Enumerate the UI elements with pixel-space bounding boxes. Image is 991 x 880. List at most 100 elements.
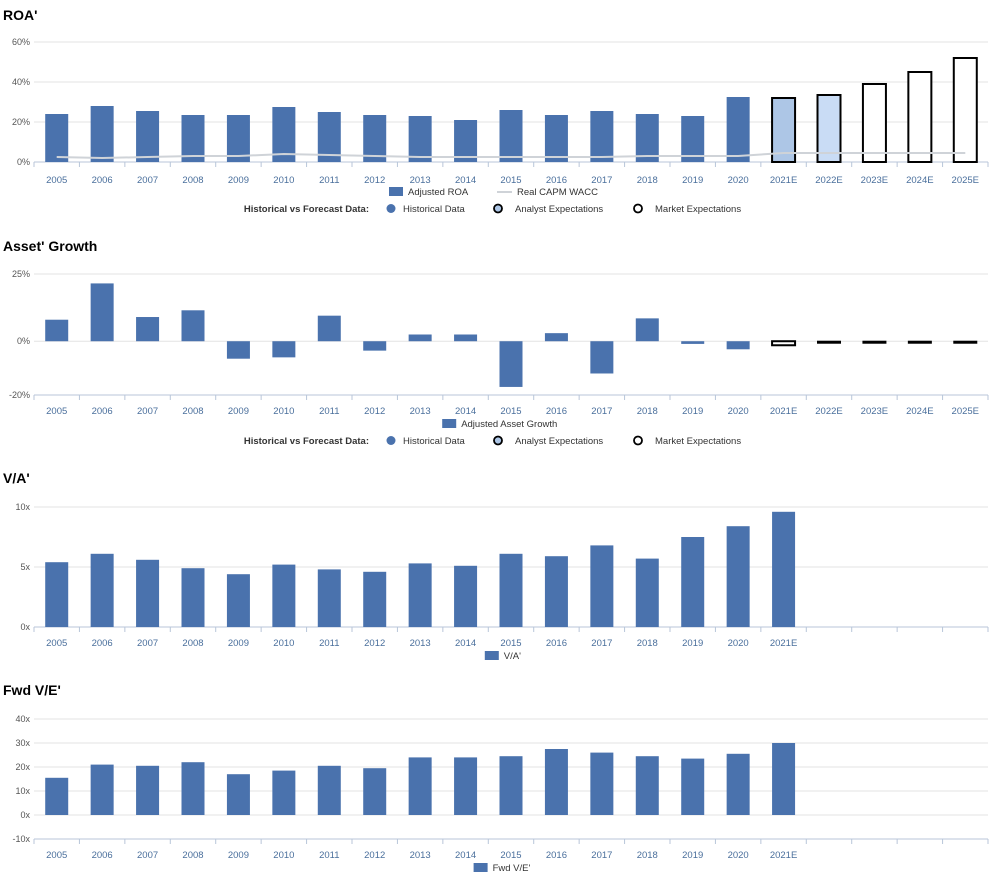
bar	[363, 115, 387, 162]
x-tick-label: 2006	[92, 175, 113, 186]
wacc-line	[56, 152, 966, 160]
chart-title: Fwd V/E'	[3, 682, 61, 698]
y-tick-label: -10x	[12, 834, 30, 844]
x-tick-label: 2024E	[906, 406, 933, 417]
legend-label: Market Expectations	[655, 204, 741, 215]
bar	[681, 758, 705, 815]
bar	[408, 757, 432, 815]
bar	[771, 97, 797, 163]
bar	[907, 340, 932, 344]
x-tick-label: 2018	[637, 638, 658, 649]
y-tick-label: 30x	[15, 738, 30, 748]
y-tick-label: 40%	[12, 77, 30, 87]
bar	[136, 559, 160, 627]
x-tick-label: 2023E	[861, 175, 888, 186]
x-tick-label: 2013	[410, 406, 431, 417]
x-tick-label: 2010	[273, 406, 294, 417]
bar	[136, 317, 160, 342]
bar	[408, 563, 432, 627]
x-tick-label: 2016	[546, 638, 567, 649]
bar	[181, 310, 205, 342]
bar	[90, 283, 114, 342]
y-tick-label: 10x	[15, 786, 30, 796]
chart-title: Asset' Growth	[3, 238, 97, 254]
bar	[454, 120, 478, 162]
bar	[907, 71, 933, 163]
x-tick-label: 2016	[546, 175, 567, 186]
x-tick-label: 2012	[364, 406, 385, 417]
legend-label: Market Expectations	[655, 436, 741, 447]
y-tick-label: 10x	[15, 502, 30, 512]
bar	[181, 762, 205, 815]
legend-heading: Historical vs Forecast Data:	[244, 436, 369, 447]
x-tick-label: 2020	[728, 850, 749, 861]
x-tick-label: 2007	[137, 175, 158, 186]
x-tick-label: 2014	[455, 175, 476, 186]
x-tick-label: 2018	[637, 175, 658, 186]
bar	[45, 777, 69, 815]
x-tick-label: 2013	[410, 850, 431, 861]
x-tick-label: 2017	[591, 175, 612, 186]
x-tick-label: 2009	[228, 175, 249, 186]
bar	[499, 756, 523, 815]
legend-label: Analyst Expectations	[515, 204, 603, 215]
x-tick-label: 2025E	[952, 175, 979, 186]
legend-label: Historical Data	[403, 436, 465, 447]
y-tick-label: 0x	[20, 622, 30, 632]
bar	[590, 545, 614, 627]
y-tick-label: -20%	[9, 390, 30, 400]
x-tick-label: 2019	[682, 638, 703, 649]
x-tick-label: 2010	[273, 850, 294, 861]
bar	[317, 315, 341, 342]
bar	[544, 749, 568, 815]
x-tick-label: 2015	[500, 175, 521, 186]
x-tick-label: 2015	[500, 406, 521, 417]
bar	[771, 340, 797, 347]
bar	[136, 111, 160, 162]
x-tick-label: 2022E	[815, 175, 842, 186]
x-tick-label: 2013	[410, 175, 431, 186]
x-tick-label: 2021E	[770, 406, 797, 417]
x-tick-label: 2020	[728, 175, 749, 186]
x-tick-label: 2016	[546, 850, 567, 861]
bar	[772, 743, 796, 815]
y-tick-label: 0x	[20, 810, 30, 820]
bar	[454, 334, 478, 342]
legend-label: Adjusted Asset Growth	[461, 419, 557, 430]
x-tick-label: 2021E	[770, 638, 797, 649]
x-tick-label: 2007	[137, 638, 158, 649]
x-tick-label: 2011	[319, 850, 339, 861]
bar	[181, 115, 205, 162]
bar	[363, 341, 387, 351]
bar	[454, 565, 478, 627]
y-tick-label: 20%	[12, 117, 30, 127]
x-tick-label: 2006	[92, 850, 113, 861]
x-tick-label: 2014	[455, 850, 476, 861]
x-tick-label: 2017	[591, 638, 612, 649]
x-tick-label: 2021E	[770, 175, 797, 186]
legend-label: Fwd V/E'	[493, 863, 531, 874]
bar	[816, 94, 842, 163]
bar	[681, 116, 705, 162]
x-tick-label: 2023E	[861, 406, 888, 417]
bar	[45, 562, 69, 627]
bar	[499, 341, 523, 387]
x-tick-label: 2008	[182, 175, 203, 186]
x-tick-label: 2007	[137, 406, 158, 417]
bar	[817, 340, 841, 344]
x-tick-label: 2019	[682, 406, 703, 417]
bar	[499, 110, 523, 162]
bar	[726, 97, 750, 162]
bar	[317, 765, 341, 815]
x-tick-label: 2008	[182, 638, 203, 649]
x-tick-label: 2012	[364, 638, 385, 649]
bar	[590, 341, 614, 374]
bar	[181, 568, 205, 627]
x-tick-label: 2025E	[952, 406, 979, 417]
y-tick-label: 0%	[17, 157, 30, 167]
legend-swatch	[473, 863, 488, 872]
legend-swatch	[484, 651, 499, 660]
bar	[635, 318, 659, 342]
x-tick-label: 2008	[182, 850, 203, 861]
